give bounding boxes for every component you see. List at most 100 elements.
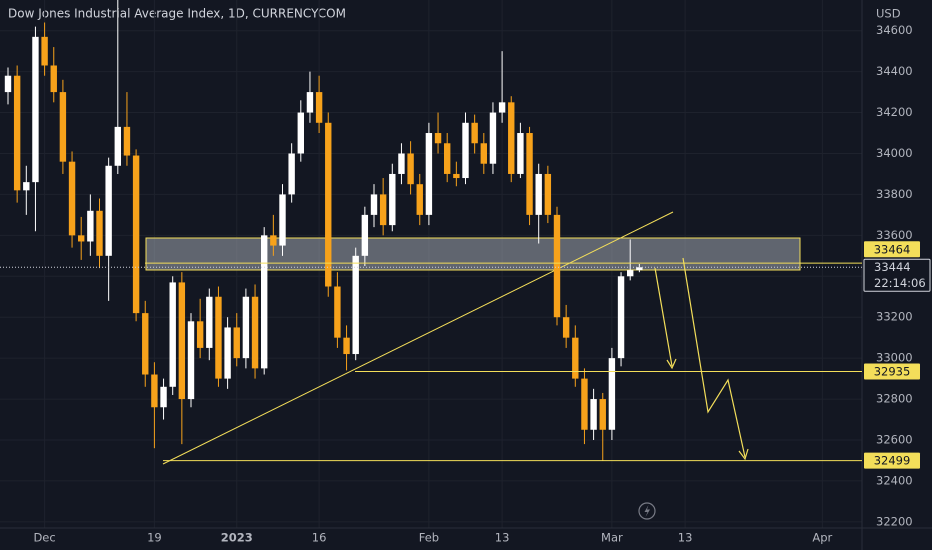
arrow-head: [666, 358, 677, 370]
candle-body: [59, 92, 67, 162]
candle-body: [251, 296, 259, 369]
level-label-box: [864, 241, 920, 258]
y-tick-label: 34400: [876, 64, 913, 78]
candle-body: [315, 92, 323, 123]
zone: [145, 237, 801, 271]
x-tick-label: 13: [678, 531, 693, 545]
candle-body: [242, 296, 250, 359]
trend-line: [162, 211, 674, 465]
candle-body: [581, 378, 588, 430]
y-tick-label: 33800: [876, 187, 913, 201]
candle-body: [23, 182, 30, 191]
candle-body: [224, 327, 231, 379]
x-tick-label: 16: [312, 531, 327, 545]
y-tick-label: 33600: [876, 228, 913, 242]
chart-title: Dow Jones Industrial Average Index, 1D, …: [8, 7, 346, 21]
x-tick-label: Mar: [601, 531, 623, 545]
candle-body: [379, 194, 387, 226]
arrow-path: [654, 267, 673, 367]
candle-body: [334, 286, 341, 338]
drawings: [145, 211, 801, 465]
y-tick-label: 32200: [876, 514, 913, 528]
candle-body: [261, 235, 268, 369]
candle-body: [590, 399, 597, 430]
candle-body: [553, 214, 561, 318]
candle-body: [215, 296, 222, 379]
candle-body: [498, 102, 506, 113]
candle-body: [306, 92, 314, 113]
x-tick-label: 2023: [221, 531, 253, 545]
y-tick-label: 32800: [876, 392, 913, 406]
y-tick-label: 33200: [876, 310, 913, 324]
candle-body: [489, 112, 497, 164]
candle-body: [627, 270, 634, 277]
candle-body: [480, 143, 487, 164]
candle-body: [535, 173, 542, 215]
candle-body: [389, 173, 396, 226]
currency-label: USD: [876, 7, 901, 21]
x-tick-label: Feb: [419, 531, 439, 545]
x-tick-label: 19: [147, 531, 162, 545]
candle-body: [132, 155, 140, 314]
candle-body: [233, 327, 240, 359]
candle-body: [370, 194, 378, 215]
candle-body: [270, 235, 277, 246]
countdown-label: 22:14:06: [874, 276, 926, 290]
candle-body: [361, 214, 369, 256]
candle-body: [572, 337, 579, 379]
arrows: [654, 257, 749, 461]
candle-body: [297, 112, 304, 154]
level-label-box: [864, 452, 920, 469]
candle-body: [453, 173, 460, 179]
candle-body: [13, 75, 21, 191]
level-label: 32499: [874, 454, 911, 468]
candle-body: [187, 321, 195, 400]
y-tick-label: 34200: [876, 105, 913, 119]
level-label: 33464: [874, 242, 911, 256]
candle-body: [471, 122, 478, 144]
candle-body: [68, 161, 76, 236]
candle-body: [105, 165, 112, 256]
candle-body: [4, 75, 12, 93]
arrow-head: [738, 448, 749, 461]
candle-body: [526, 133, 533, 215]
candle-body: [151, 374, 158, 408]
candle-body: [462, 122, 469, 179]
candle-body: [142, 313, 149, 375]
candle-body: [416, 184, 423, 215]
y-tick-label: 33000: [876, 351, 913, 365]
candle-body: [562, 317, 570, 338]
candle-body: [608, 358, 616, 430]
candle-body: [87, 210, 94, 242]
candle-body: [78, 235, 85, 242]
candle-body: [96, 210, 103, 256]
candle-body: [206, 296, 213, 348]
y-tick-label: 34600: [876, 23, 913, 37]
y-tick-label: 34000: [876, 146, 913, 160]
candle-body: [508, 102, 515, 174]
arrow-path: [682, 257, 746, 458]
candle-body: [196, 321, 204, 348]
candle-body: [599, 399, 606, 430]
y-tick-label: 32400: [876, 473, 913, 487]
candle-body: [160, 386, 167, 408]
x-tick-label: Dec: [33, 531, 55, 545]
candle-body: [178, 282, 186, 400]
level-label: 32935: [874, 364, 911, 378]
candle-body: [398, 153, 405, 174]
candle-body: [343, 337, 350, 355]
event-icon: [638, 502, 656, 520]
candle-body: [617, 276, 625, 359]
candle-body: [114, 126, 121, 166]
candle-body: [50, 65, 57, 93]
candle-body: [41, 36, 48, 66]
last-price-label: 33444: [874, 260, 911, 274]
level-label-box: [864, 363, 920, 380]
x-tick-label: 13: [495, 531, 510, 545]
y-tick-label: 32600: [876, 433, 913, 447]
candle-body: [288, 153, 295, 195]
candle-body: [517, 133, 524, 174]
x-tick-label: Apr: [812, 531, 832, 545]
